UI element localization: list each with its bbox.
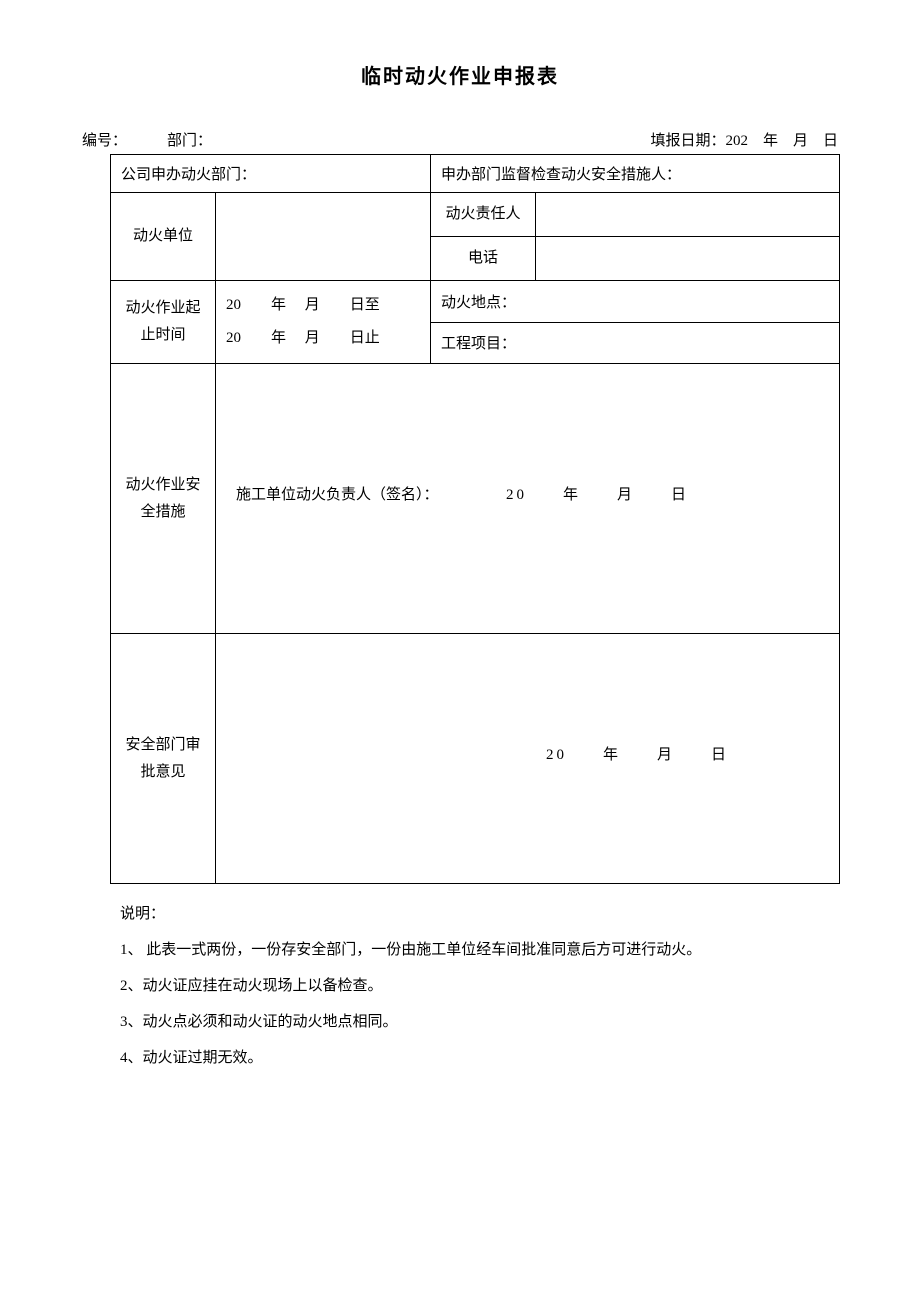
fire-unit-label: 动火单位 [111,193,216,281]
phone-label: 电话 [431,237,536,281]
person-in-charge-label: 动火责任人 [431,193,536,237]
dept-label: 部门： [167,129,212,150]
approval-label: 安全部门审批意见 [111,634,216,884]
safety-measures-cell: 施工单位动火负责人（签名）： 20 年 月 日 [216,364,840,634]
work-period-value: 20 年 月 日至 20 年 月 日止 [216,281,431,364]
contractor-signature-date: 20 年 月 日 [506,487,689,503]
header-row: 编号： 部门： 填报日期：202 年 月 日 [80,129,840,150]
note-4: 4、动火证过期无效。 [120,1040,840,1076]
fill-date-label: 填报日期：202 年 月 日 [650,129,838,150]
notes-section: 说明： 1、 此表一式两份，一份存安全部门，一份由施工单位经车间批准同意后方可进… [120,896,840,1076]
contractor-signature-label: 施工单位动火负责人（签名）： [236,487,439,503]
fire-unit-value [216,193,431,281]
note-2: 2、动火证应挂在动火现场上以备检查。 [120,968,840,1004]
safety-measures-label: 动火作业安全措施 [111,364,216,634]
notes-heading: 说明： [120,896,840,932]
supervisor-cell: 申办部门监督检查动火安全措施人： [431,155,840,193]
person-in-charge-value [536,193,840,237]
note-1: 1、 此表一式两份，一份存安全部门，一份由施工单位经车间批准同意后方可进行动火。 [120,932,840,968]
work-period-label: 动火作业起止时间 [111,281,216,364]
page-title: 临时动火作业申报表 [80,60,840,89]
project-cell: 工程项目： [431,322,840,364]
phone-value [536,237,840,281]
serial-label: 编号： [82,129,127,150]
period-start: 20 年 月 日至 [226,289,420,322]
fire-location-cell: 动火地点： [431,281,840,323]
apply-dept-cell: 公司申办动火部门： [111,155,431,193]
note-3: 3、动火点必须和动火证的动火地点相同。 [120,1004,840,1040]
period-end: 20 年 月 日止 [226,322,420,355]
approval-cell: 20 年 月 日 [216,634,840,884]
application-form-table: 公司申办动火部门： 申办部门监督检查动火安全措施人： 动火单位 动火责任人 电话… [110,154,840,884]
approval-date: 20 年 月 日 [226,743,829,774]
